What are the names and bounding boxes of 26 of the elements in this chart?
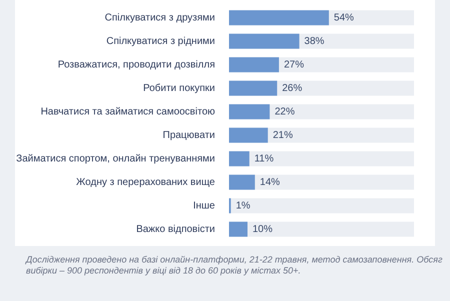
bar (229, 104, 270, 120)
data-label: 54% (334, 12, 354, 24)
y-tick-label: Займатися спортом, онлайн тренуваннями (16, 153, 215, 164)
bar (229, 174, 255, 190)
data-label: 14% (260, 176, 280, 188)
data-label: 38% (304, 36, 324, 47)
y-tick-label: Навчатися та займатися самоосвітою (40, 106, 216, 118)
data-label: 10% (252, 224, 273, 235)
y-tick-label: Працювати (162, 130, 215, 141)
text: Дослідження проведено на базі онлайн-платформи, 21-22 травня, метод самозаповнення. Обсяг вибірки – 900 респондентів у віці від 18 до 60 років у містах 50+. (25, 254, 445, 276)
bar (229, 128, 268, 143)
data-label: 11% (254, 153, 274, 164)
y-tick-label: Важко відповісти (136, 224, 215, 235)
data-label: 27% (284, 59, 304, 70)
y-tick-label: Розважатися, проводити дозвілля (58, 59, 215, 70)
y-tick-label: Жодну з перерахованих вище (76, 176, 216, 188)
bar (229, 222, 248, 237)
data-label: 1% (236, 200, 250, 212)
data-label: 22% (274, 106, 295, 118)
bar (229, 151, 250, 166)
y-tick-label: Спілкуватися з друзями (104, 12, 215, 24)
data-label: 21% (272, 130, 293, 141)
y-tick-label: Інше (193, 200, 216, 212)
y-tick-label: Робити покупки (143, 82, 215, 94)
y-tick-label: Спілкуватися з рідними (106, 36, 215, 47)
data-label: 26% (282, 82, 302, 94)
